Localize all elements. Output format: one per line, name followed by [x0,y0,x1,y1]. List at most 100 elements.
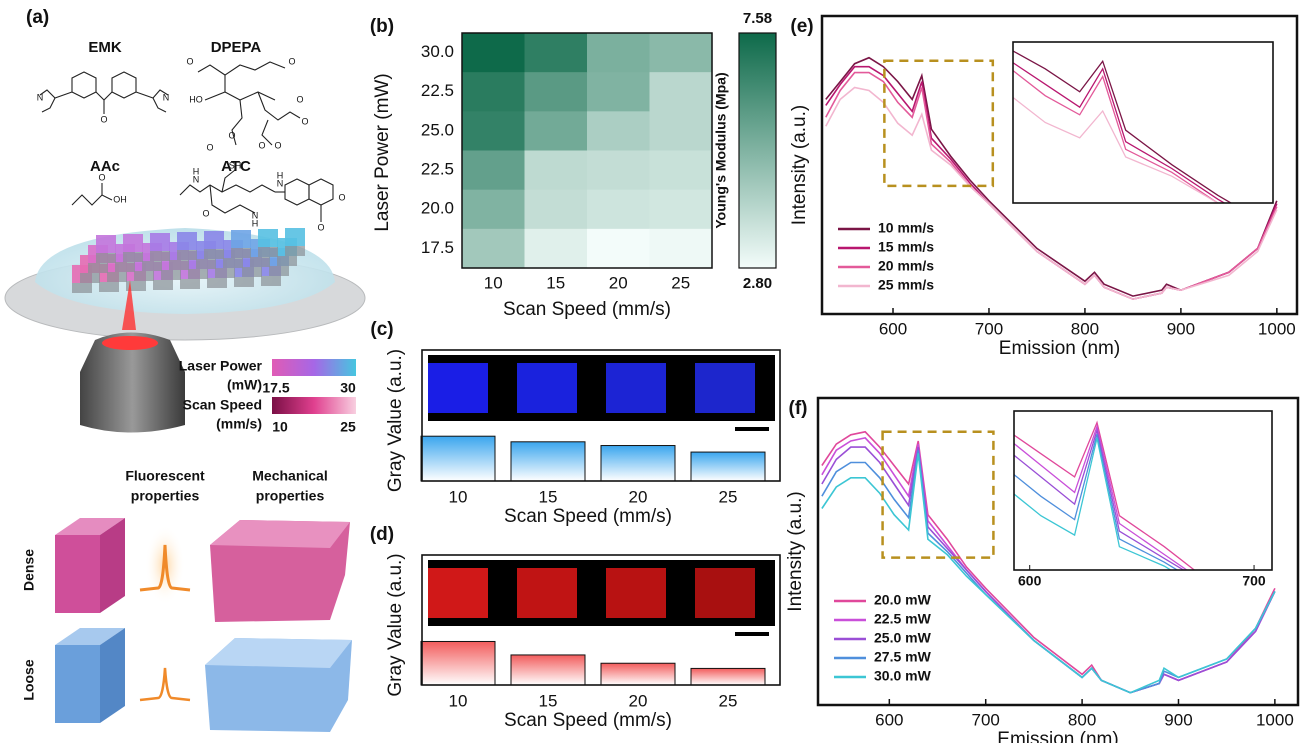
objective [80,332,185,433]
x-tick-label: 15 [539,487,558,506]
atom-label: H [252,218,259,228]
x-tick-label: 700 [975,319,1003,338]
x-tick-label: 25 [719,487,738,506]
peak [139,544,191,592]
bar [690,451,766,482]
heatmap-cell [524,72,588,112]
y-tick-label: 25.0 [421,120,454,139]
cube-base [126,281,146,291]
y-axis-label: Laser Power (mW) [372,73,393,231]
legend-min: 10 [272,419,288,435]
cube-base [96,253,116,263]
legend-label: 20.0 mW [874,592,932,608]
fluorescence-square [606,363,666,413]
column-title: properties [256,488,325,504]
y-axis-label: Gray Value (a.u.) [385,553,406,696]
objective-lens [102,336,158,350]
x-tick-label: 900 [1164,710,1192,729]
y-tick-label: 22.5 [421,81,454,100]
cube-base [285,246,305,256]
cube-base [250,257,270,267]
x-axis-label: Emission (nm) [999,338,1120,359]
x-tick-label: 600 [875,710,903,729]
cube-base [242,267,262,277]
atom-label: O [338,192,345,202]
atom-label: N [163,92,170,102]
heatmap-cell [524,228,588,269]
cube-base [258,247,278,257]
atom-label: O [202,208,209,218]
panel-label: (e) [790,16,813,37]
cube-base [142,261,162,271]
cube-base [107,272,127,282]
spectrum-line [821,446,1276,694]
x-axis-label: Scan Speed (mm/s) [504,506,672,527]
heatmap-cell [462,228,526,269]
y-tick-label: 20.0 [421,199,454,218]
plot-frame [421,554,781,686]
cube-base [231,248,251,258]
heatmap-cell [587,111,651,152]
cube-base [207,278,227,288]
cube-base [123,252,143,262]
cube [100,518,125,613]
atom-label: N [277,178,284,188]
printed-cubes [72,228,305,293]
x-tick-label: 700 [972,710,1000,729]
legend-gradient [272,359,356,376]
plot-area [825,56,1278,300]
cube [285,228,305,246]
legend-label: 25 mm/s [878,277,934,293]
panel-label: (d) [370,524,394,545]
plot-area [821,430,1276,694]
cube-base [153,280,173,290]
cube-base [234,277,254,287]
atom-label: O [274,140,281,150]
atom-label: O [288,56,295,66]
fluorescence-square [695,568,755,618]
x-tick-label: 1000 [1258,319,1296,338]
spectrum-line [825,86,1278,300]
legend-label: 20 mm/s [878,258,934,274]
colorbar-label: Young's Modulus (Mpa) [713,72,729,228]
legend-max: 25 [340,419,356,435]
cube [55,518,125,535]
atom-label: H [193,166,200,176]
bar [510,441,586,482]
plot-frame [816,396,1300,707]
cube-base [72,283,92,293]
bar [420,640,496,686]
gel-loose [205,638,352,668]
cube [204,231,224,249]
colorbar [738,32,777,269]
heatmap-cell [587,33,651,73]
atom-label: O [206,142,213,152]
scale-bar [735,632,769,636]
cube [100,628,125,723]
spectrum-line [821,453,1276,694]
bar [420,435,496,482]
molecule-name: DPEPA [211,39,262,56]
panel-label: (b) [370,16,394,37]
atom-label: O [258,140,265,150]
atom-label: N [252,210,259,220]
inset-frame [1013,410,1273,571]
inset-frame [1012,41,1274,204]
cube [55,628,125,645]
y-tick-label: 17.5 [421,238,454,257]
heatmap-cell [649,150,713,191]
cube-base [134,271,154,281]
heatmap-cell [524,111,588,152]
cube-base [169,260,189,270]
cube [258,229,278,247]
molecule-bonds [39,61,334,222]
gel-dense [210,520,350,548]
plot-frame [421,349,781,482]
cube-base [99,282,119,292]
x-tick-label: 15 [546,273,565,292]
fluorescence-square [695,363,755,413]
heatmap-cell [462,72,526,112]
x-tick-label: 25 [671,273,690,292]
atom-label: O [296,94,303,104]
legend-label: 22.5 mW [874,611,932,627]
